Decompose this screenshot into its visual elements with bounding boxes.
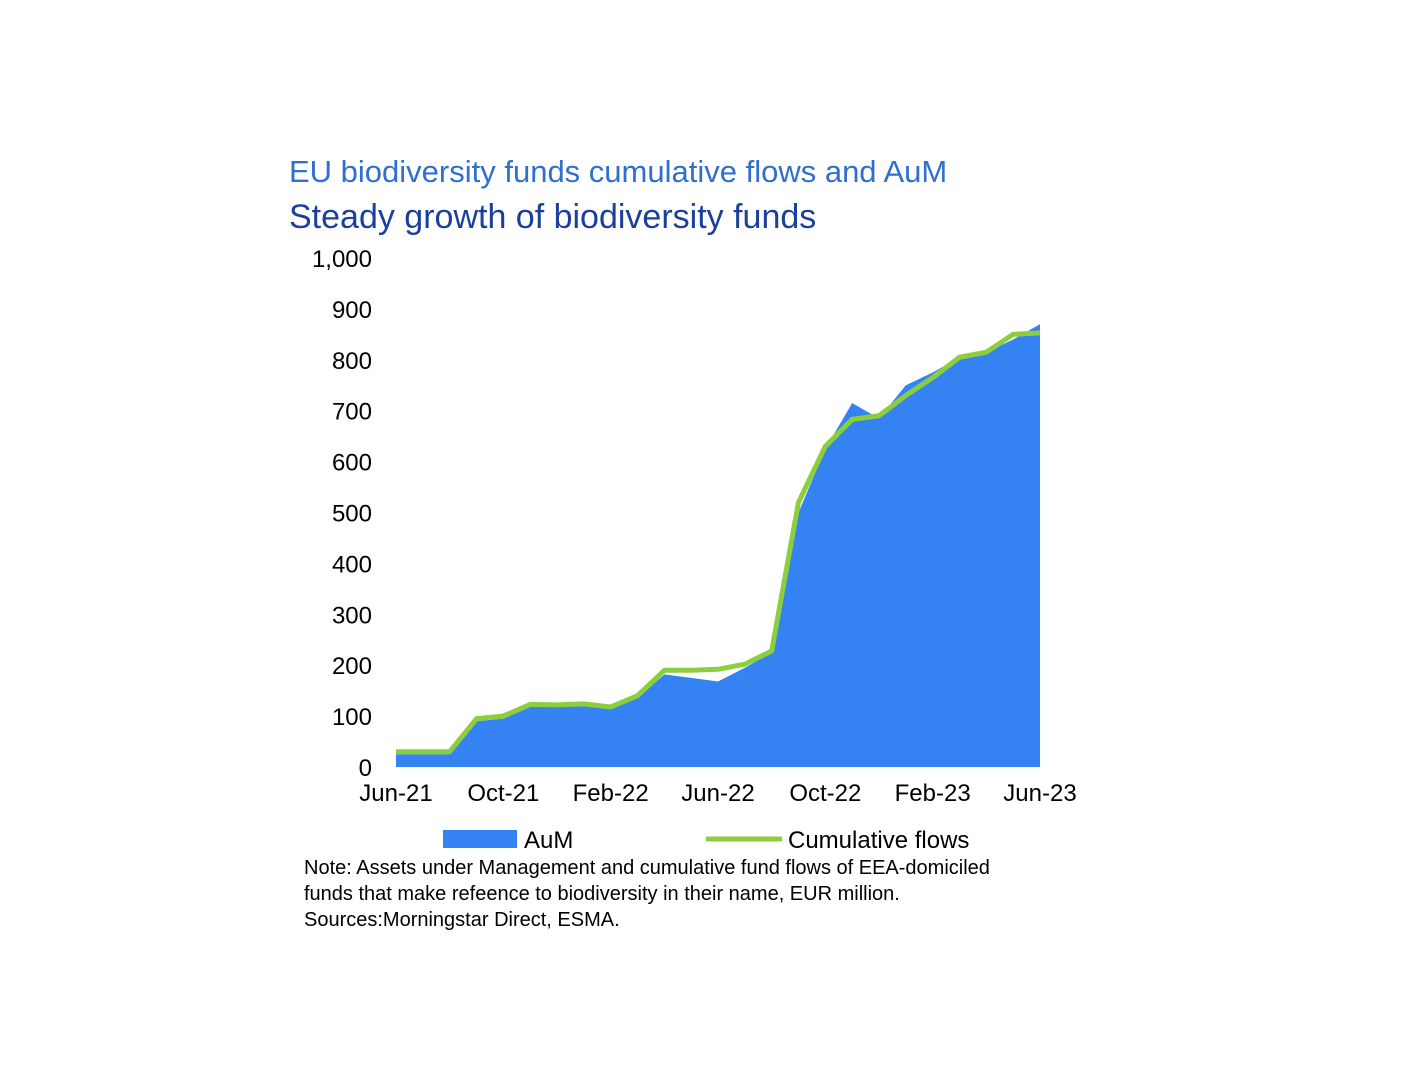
y-tick-label: 300: [332, 602, 372, 629]
y-tick-label: 100: [332, 704, 372, 731]
y-tick-label: 400: [332, 551, 372, 578]
y-tick-label: 700: [332, 399, 372, 426]
series-area-aum: [396, 324, 1040, 767]
note-line: funds that make refeence to biodiversity…: [304, 883, 900, 905]
legend: AuM Cumulative flows: [443, 827, 969, 854]
chart-title: EU biodiversity funds cumulative flows a…: [289, 154, 948, 189]
x-tick-label: Oct-21: [467, 780, 539, 807]
x-tick-label: Jun-22: [681, 780, 754, 807]
y-tick-label: 900: [332, 297, 372, 324]
note-line: Sources:Morningstar Direct, ESMA.: [304, 909, 620, 931]
x-tick-label: Jun-23: [1003, 780, 1076, 807]
y-tick-label: 600: [332, 450, 372, 477]
y-tick-label: 0: [359, 755, 372, 782]
chart-subtitle: Steady growth of biodiversity funds: [289, 198, 817, 236]
legend-swatch-aum: [443, 830, 517, 848]
legend-label-aum: AuM: [524, 827, 573, 854]
note-line: Note: Assets under Management and cumula…: [304, 857, 990, 879]
y-tick-label: 200: [332, 653, 372, 680]
series-line-cumulative-flows: [396, 330, 1041, 755]
x-tick-label: Feb-23: [895, 780, 971, 807]
legend-label-cumulative-flows: Cumulative flows: [788, 827, 969, 854]
x-tick-label: Feb-22: [573, 780, 649, 807]
y-tick-label: 800: [332, 348, 372, 375]
chart-note: Note: Assets under Management and cumula…: [304, 855, 990, 933]
x-tick-label: Jun-21: [359, 780, 432, 807]
y-tick-label: 500: [332, 501, 372, 528]
y-axis: 0 100 200 300 400 500 600 700 800 900 1,000: [312, 246, 372, 782]
x-axis: Jun-21 Oct-21 Feb-22 Jun-22 Oct-22 Feb-23 Jun-…: [359, 780, 1076, 807]
y-tick-label: 1,000: [312, 246, 372, 273]
plot-area: [396, 324, 1041, 767]
x-tick-label: Oct-22: [789, 780, 861, 807]
